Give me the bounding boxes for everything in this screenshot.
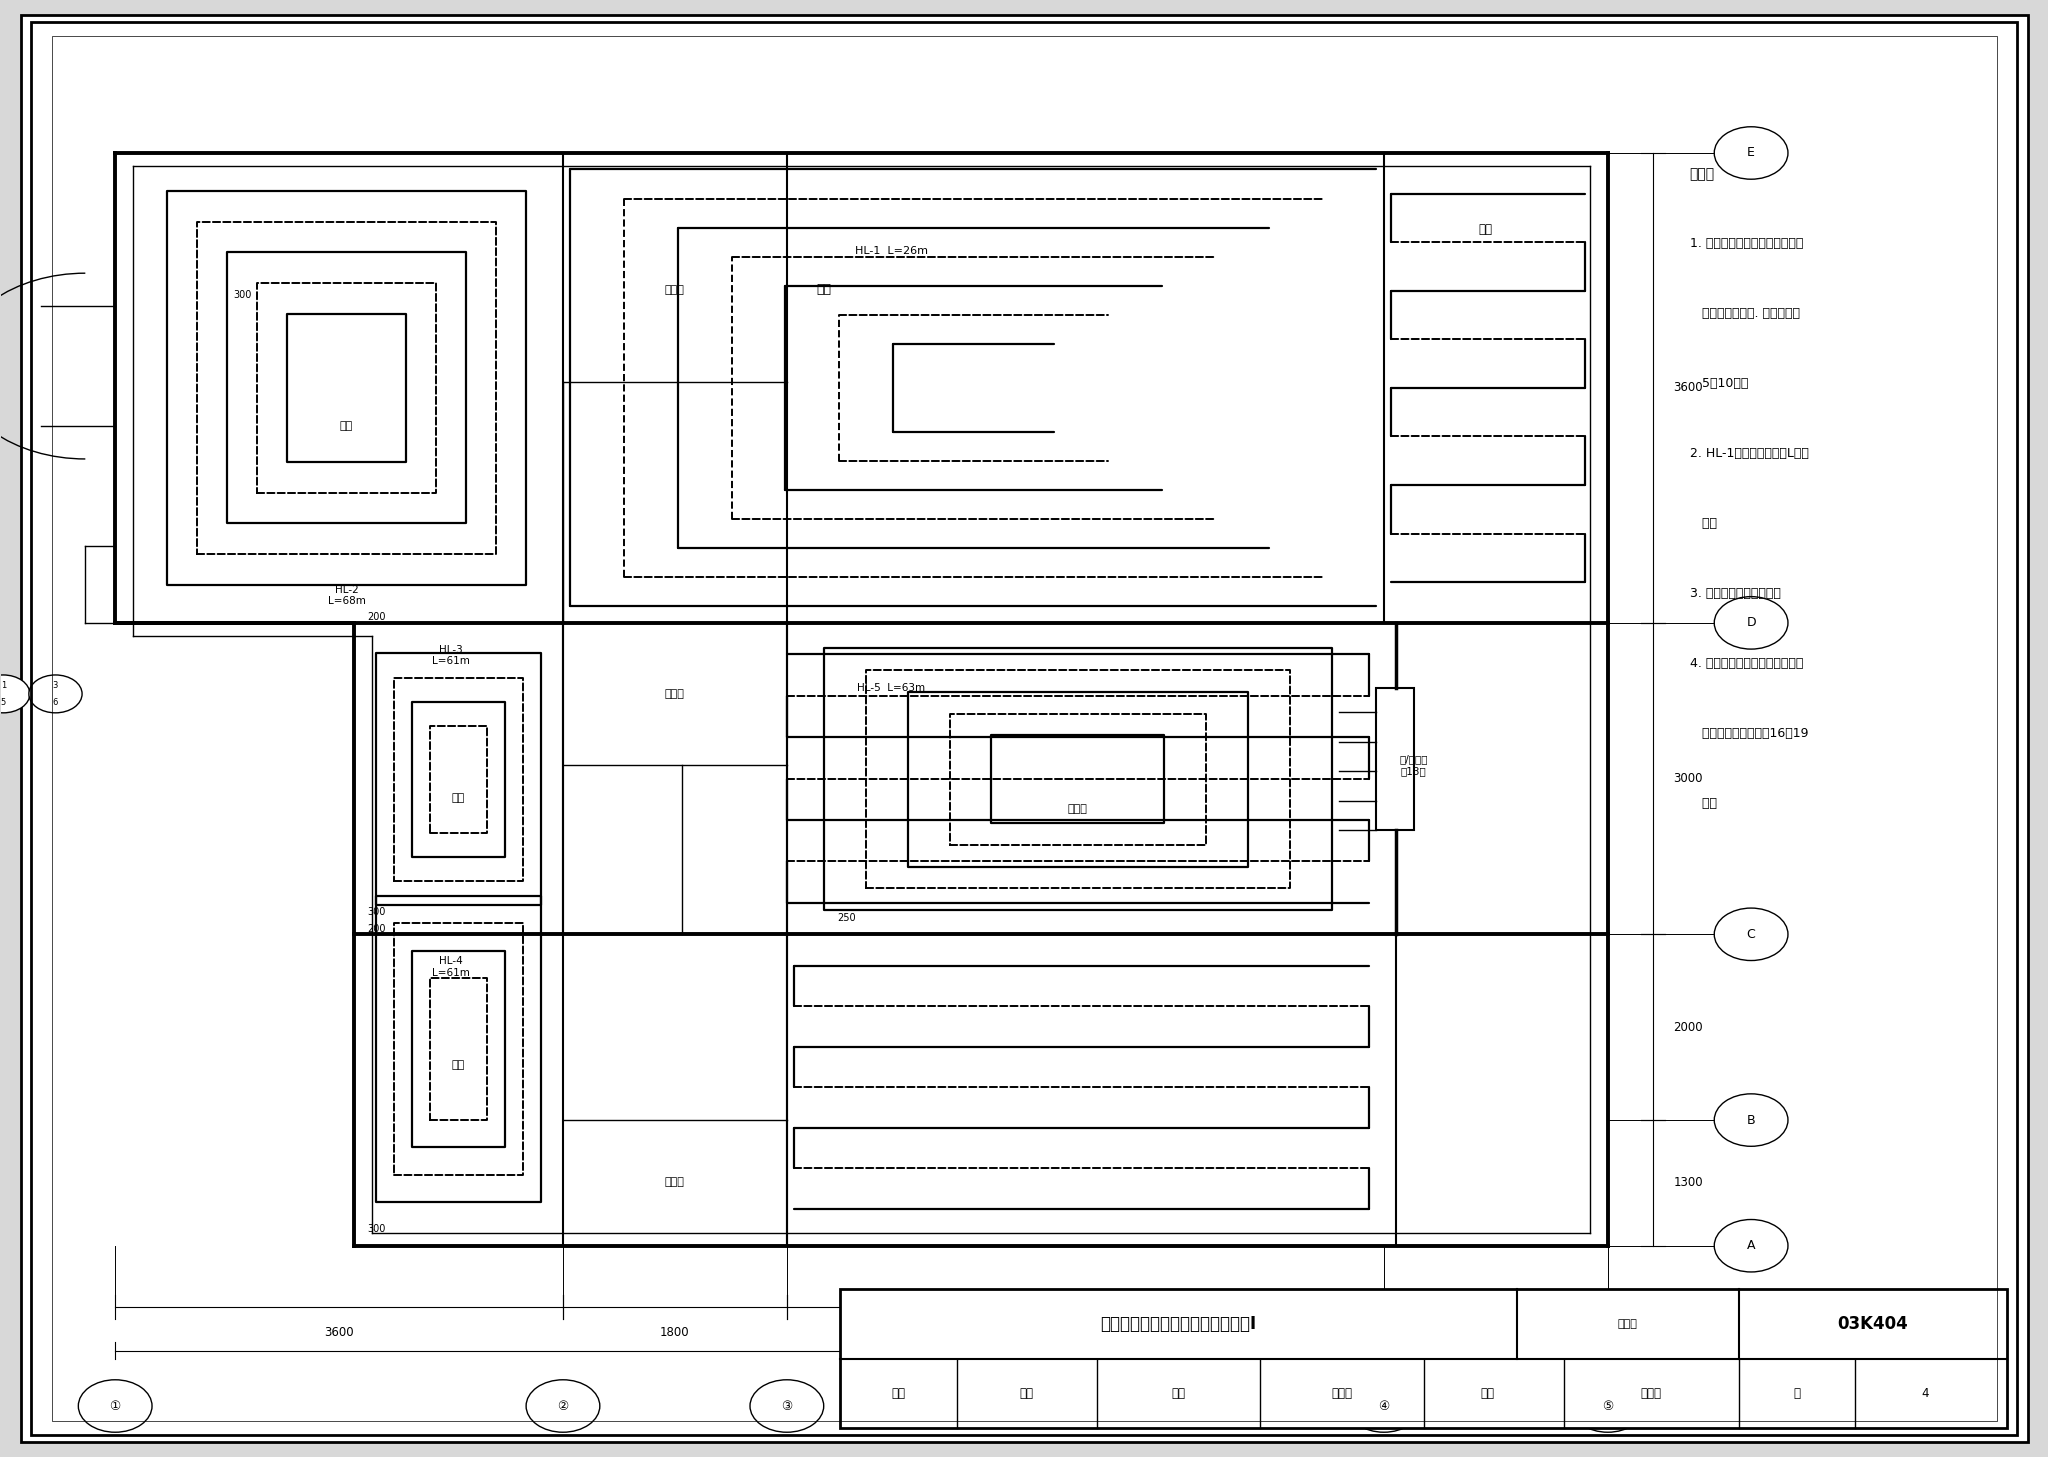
Text: 页: 页 [1794,1387,1800,1400]
Text: 页。: 页。 [1690,797,1716,810]
Text: 2000: 2000 [1673,1021,1704,1033]
Text: 2. HL-1等为环路编号；L为管: 2. HL-1等为环路编号；L为管 [1690,447,1808,460]
Text: 12000: 12000 [844,1370,881,1383]
Circle shape [1571,1380,1645,1432]
Bar [168,191,526,584]
Bar [866,670,1290,889]
Circle shape [526,1380,600,1432]
Text: 说明：: 说明： [1690,168,1714,182]
Bar [1376,689,1413,830]
Text: 250: 250 [838,914,856,922]
Text: 6: 6 [53,698,57,707]
Text: 长。: 长。 [1690,517,1716,530]
Bar [823,648,1331,911]
Text: 300: 300 [367,1224,385,1234]
Text: 1300: 1300 [1673,1176,1704,1189]
Text: B: B [1747,1113,1755,1126]
Circle shape [0,675,31,712]
Text: 1800: 1800 [659,1326,690,1339]
Bar [991,736,1165,823]
Text: 5～10页。: 5～10页。 [1690,377,1749,390]
Text: 4. 边界保温带及各房间门口的分: 4. 边界保温带及各房间门口的分 [1690,657,1802,670]
Text: 1. 本示例的管间距及管长不能直: 1. 本示例的管间距及管长不能直 [1690,237,1802,251]
Bar [197,221,496,554]
Circle shape [1714,597,1788,650]
Text: HL-4
L=61m: HL-4 L=61m [432,956,469,978]
Text: 3600: 3600 [324,1326,354,1339]
Text: 卫生间: 卫生间 [666,284,684,294]
Text: 审核: 审核 [891,1387,905,1400]
Text: 3600: 3600 [1673,382,1704,395]
Text: 接用于其它工程. 地面做法见: 接用于其它工程. 地面做法见 [1690,307,1800,321]
Text: 3. 卫生间采用暖灯供暖。: 3. 卫生间采用暖灯供暖。 [1690,587,1780,600]
Text: ①: ① [109,1400,121,1412]
Text: 3: 3 [53,680,57,689]
Bar [227,252,467,523]
Circle shape [1714,1220,1788,1272]
Bar [950,714,1206,845]
Text: 隔缝（即伸缩缝）见16～19: 隔缝（即伸缩缝）见16～19 [1690,727,1808,740]
Circle shape [29,675,82,712]
Bar [377,896,541,1202]
Text: HL-3
L=61m: HL-3 L=61m [432,645,469,666]
Text: A: A [1747,1240,1755,1252]
Text: D: D [1747,616,1755,629]
Text: 卧室: 卧室 [453,793,465,803]
Text: HL-1  L=26m: HL-1 L=26m [854,246,928,256]
Text: HL-5  L=63m: HL-5 L=63m [858,683,926,694]
Circle shape [1714,908,1788,960]
Circle shape [750,1380,823,1432]
Text: E: E [1747,147,1755,159]
Text: 5: 5 [0,698,6,707]
Bar [430,726,487,833]
Text: 300: 300 [367,908,385,918]
Polygon shape [115,153,1608,1246]
Text: 卧室: 卧室 [453,1061,465,1071]
Text: 图集号: 图集号 [1618,1319,1638,1329]
Text: HL-2
L=68m: HL-2 L=68m [328,584,365,606]
Text: ③: ③ [780,1400,793,1412]
Text: 卧室: 卧室 [340,421,352,431]
Circle shape [78,1380,152,1432]
Text: 分/集水器
见13页: 分/集水器 见13页 [1399,755,1427,775]
Text: 卫生间: 卫生间 [666,689,684,699]
Text: 3000: 3000 [1673,772,1702,785]
Text: 03K404: 03K404 [1837,1316,1909,1333]
Text: 4800: 4800 [1071,1326,1100,1339]
Text: 1: 1 [0,680,6,689]
Text: 储藏室: 储藏室 [666,1177,684,1187]
Text: 客厅: 客厅 [817,283,831,296]
Text: 300: 300 [233,290,252,300]
Bar [377,653,541,905]
Text: 香培庆: 香培庆 [1331,1387,1352,1400]
Bar [907,692,1247,867]
Text: 厨房: 厨房 [1479,223,1493,236]
Text: 设计: 设计 [1481,1387,1495,1400]
Text: 超居室: 超居室 [1067,804,1087,813]
Circle shape [1714,1094,1788,1147]
Text: 1800: 1800 [1481,1326,1511,1339]
Text: ④: ④ [1378,1400,1389,1412]
Bar [412,702,504,857]
Text: C: C [1747,928,1755,941]
Text: 丁名: 丁名 [1020,1387,1034,1400]
Bar [395,924,522,1174]
Bar [412,950,504,1148]
Text: 低温热水地板辐射供暖施工图示例Ⅰ: 低温热水地板辐射供暖施工图示例Ⅰ [1100,1316,1257,1333]
Text: ②: ② [557,1400,569,1412]
Bar [287,313,406,462]
Bar [840,1289,2007,1428]
Bar [430,978,487,1120]
Bar [395,678,522,880]
Text: 4: 4 [1921,1387,1929,1400]
Circle shape [1714,127,1788,179]
Bar [256,283,436,492]
Text: ⑤: ⑤ [1602,1400,1614,1412]
Text: 200: 200 [367,612,385,622]
Text: 200: 200 [367,924,385,934]
Circle shape [1348,1380,1421,1432]
Text: 校对: 校对 [1171,1387,1186,1400]
Text: 张格面: 张格面 [1640,1387,1661,1400]
